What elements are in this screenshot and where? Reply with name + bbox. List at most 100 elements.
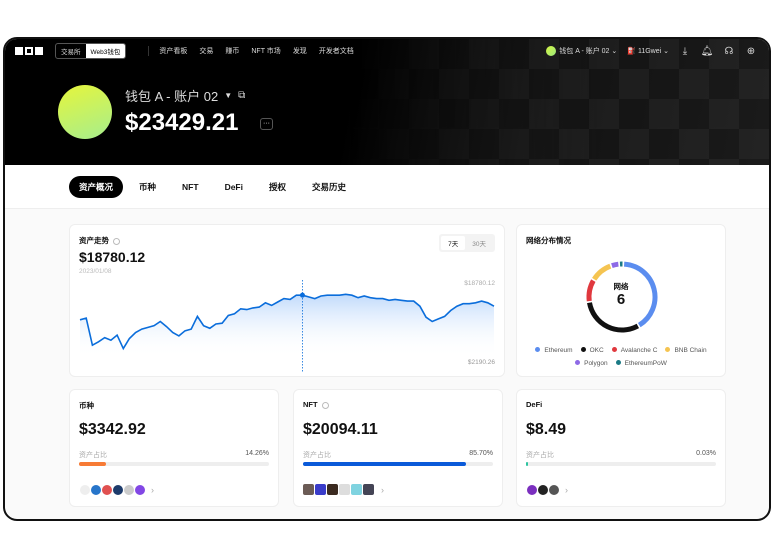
card-title: 网络分布情况 [526,236,571,245]
trend-line [79,293,495,351]
network-card: 网络分布情况 网络 6 Ethereum OKC Avalanche C BNB… [516,224,726,377]
range-toggle: 7天 30天 [439,234,495,252]
gas-selector[interactable]: ⛽ 11Gwei ⌄ [627,47,669,55]
legend-item: Polygon [575,360,608,367]
account-avatar [546,46,557,57]
legend-dot [580,347,586,352]
legend-row: Ethereum OKC Avalanche C BNB Chain [517,347,725,354]
ratio-bar [79,462,269,466]
legend-label: EthereumPoW [624,360,667,367]
legend-dot [575,360,581,365]
legend-item: BNB Chain [665,347,707,354]
segment-exchange[interactable]: 交易所 [61,49,81,56]
max-label: $18780.12 [464,280,495,287]
wallet-name: 钱包 A - 账户 02 [125,89,219,104]
app-window: 交易所 Web3钱包 资产看板 交易 赚币 NFT 市场 发现 开发者文档 钱包… [3,37,771,521]
nav-link[interactable]: 赚币 [225,48,240,55]
donut-slice-okc[interactable] [587,302,640,333]
card-title: NFT [303,400,329,409]
donut-slice-bnb-chain[interactable] [592,263,612,281]
chevron-right-icon[interactable]: › [381,484,384,495]
asset-icons: › [526,484,568,496]
account-name: 钱包 A - 账户 02 [559,47,610,55]
more-button[interactable]: ··· [260,118,273,130]
gas-pump-icon: ⛽ [627,48,636,55]
chevron-right-icon[interactable]: › [565,485,568,495]
ratio-value: 14.26% [245,450,269,457]
ratio-value: 0.03% [696,450,716,457]
summary-card-defi[interactable]: DeFi $8.49 资产占比 0.03% › [516,389,726,507]
nav-link[interactable]: NFT 市场 [251,48,281,55]
info-icon[interactable] [113,237,120,245]
legend-label: Ethereum [544,347,573,354]
ratio-label: 资产占比 [79,452,107,459]
nav-link[interactable]: 交易 [199,48,214,55]
tab-defi[interactable]: DeFi [224,181,243,192]
range-30d[interactable]: 30天 [472,241,486,248]
legend-item: OKC [580,347,604,354]
legend-dot [615,360,621,365]
account-selector[interactable]: 钱包 A - 账户 02 ⌄ [546,46,618,57]
card-title: DeFi [526,400,542,409]
donut-slice-avalanche-c[interactable] [586,279,596,302]
bell-icon[interactable]: 🔔︎ [700,45,714,57]
chevron-down-icon: ⌄ [611,47,618,55]
card-value: $20094.11 [303,421,378,438]
legend-dot [535,347,541,352]
tab-history[interactable]: 交易历史 [312,181,347,192]
asset-trend-card: 资产走势 7天 30天 $18780.12 2023/01/08 $18780.… [69,224,505,377]
nav-link[interactable]: 发现 [292,48,307,55]
nft-thumbnail [351,484,362,495]
donut-slice-ethereum[interactable] [623,261,658,328]
globe-icon[interactable]: ⊕ [746,45,756,57]
chevron-down-icon: ⌄ [663,48,669,55]
summary-card-nft[interactable]: NFT $20094.11 资产占比 85.70% › [293,389,503,507]
tab-nft[interactable]: NFT [182,181,199,192]
copy-icon[interactable]: ⧉ [238,90,246,101]
nft-thumbnail [315,484,326,495]
card-title-text: NFT [303,400,318,409]
network-donut [586,261,658,333]
segment-web3-wallet[interactable]: Web3钱包 [85,44,126,58]
legend-label: Polygon [584,360,608,367]
nav-link[interactable]: 资产看板 [159,48,188,55]
protocol-icon [548,484,560,496]
legend-row: Polygon EthereumPoW [517,360,725,367]
card-value: $3342.92 [79,421,146,438]
tab-approvals[interactable]: 授权 [268,181,286,192]
nav-link[interactable]: 开发者文档 [318,48,354,55]
okx-logo[interactable] [15,47,43,55]
trend-area [80,294,494,357]
ratio-label: 资产占比 [526,452,554,459]
tab-tokens[interactable]: 币种 [139,181,157,192]
card-value: $8.49 [526,421,567,438]
info-icon[interactable] [321,401,329,409]
ratio-value: 85.70% [469,450,493,457]
card-title-text: DeFi [526,400,543,409]
nft-thumbnail [339,484,350,495]
wallet-selector[interactable]: 钱包 A - 账户 02 ▼ ⧉ [125,86,245,105]
nft-thumbnail [363,484,374,495]
legend-label: OKC [589,347,604,354]
caret-down-icon: ▼ [224,91,233,100]
range-7d[interactable]: 7天 [441,236,466,250]
tab-overview[interactable]: 资产概况 [69,175,124,198]
card-title-text: 资产走势 [79,236,109,245]
top-nav: 交易所 Web3钱包 资产看板 交易 赚币 NFT 市场 发现 开发者文档 钱包… [5,39,769,63]
donut-slice-polygon[interactable] [611,261,619,268]
asset-icons: › [303,484,384,495]
donut-center-label: 网络 [613,282,629,291]
ratio-bar-fill [79,462,107,466]
summary-card-tokens[interactable]: 币种 $3342.92 资产占比 14.26% › [69,389,279,507]
trend-chart[interactable] [70,225,506,378]
headset-icon[interactable]: ☊ [724,45,734,57]
download-icon[interactable]: ⤓ [682,45,688,57]
card-title-text: 币种 [79,401,94,410]
nav-links: 资产看板 交易 赚币 NFT 市场 发现 开发者文档 [148,46,354,56]
nft-thumbnail [327,484,338,495]
wallet-avatar [58,85,112,139]
legend-item: EthereumPoW [615,360,667,367]
nav-right: 钱包 A - 账户 02 ⌄ ⛽ 11Gwei ⌄ ⤓ 🔔︎ ☊ ⊕ [546,45,757,57]
chevron-right-icon[interactable]: › [151,485,154,495]
legend-dot [665,347,671,352]
